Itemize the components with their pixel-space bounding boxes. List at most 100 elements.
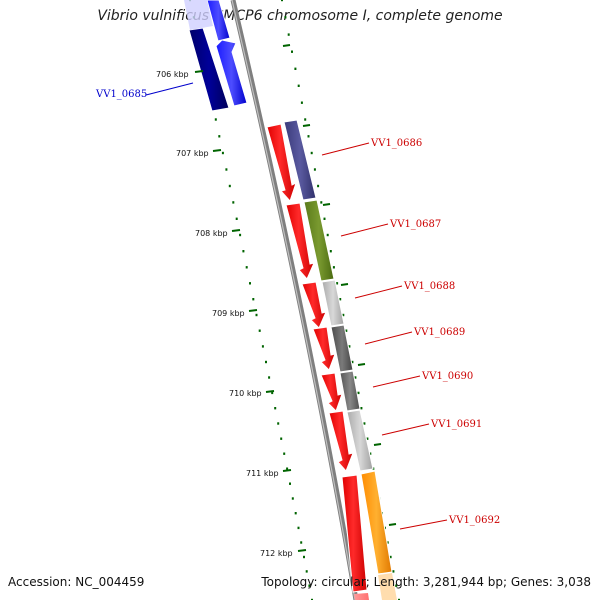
label-vv1-0685[interactable]: VV1_0685: [95, 89, 147, 100]
gene-vv1-0691-arrow[interactable]: [328, 410, 354, 472]
scale-dot: [339, 298, 342, 301]
tick-label-712: 712 kbp: [260, 549, 293, 558]
tick-label-708: 708 kbp: [195, 229, 228, 238]
gene-vv1-0692-arrow[interactable]: [341, 474, 368, 593]
scale-dot: [351, 360, 354, 364]
scale-dot: [366, 437, 369, 440]
scale-dot: [336, 282, 339, 285]
leader-vv1-0687: [340, 223, 389, 237]
leader-vv1-0685: [145, 82, 194, 96]
gene-vv1-0685-group[interactable]: [184, 0, 248, 112]
scale-dash: [373, 443, 382, 446]
scale-ticks: 706 kbp 707 kbp 708 kbp 709 kbp 710 kbp …: [156, 70, 307, 558]
scale-dot: [317, 184, 320, 188]
scale-dot: [277, 422, 280, 425]
scale-dot: [235, 217, 238, 220]
tick-710: [265, 390, 275, 393]
scale-dot: [332, 266, 335, 269]
label-vv1-0686[interactable]: VV1_0686: [370, 138, 422, 149]
scale-dot: [280, 437, 283, 440]
label-vv1-0690[interactable]: VV1_0690: [421, 371, 473, 382]
scale-dot: [274, 407, 277, 410]
scale-dot: [395, 584, 398, 587]
cog-vv1-0692[interactable]: [360, 470, 393, 575]
tick-label-707: 707 kbp: [176, 149, 209, 158]
scale-dot: [294, 512, 297, 515]
forward-genes[interactable]: [266, 123, 369, 600]
scale-dot: [323, 217, 326, 220]
cog-vv1-0691[interactable]: [346, 409, 374, 472]
gene-labels[interactable]: VV1_0685 VV1_0686 VV1_0687 VV1_0688 VV1_…: [95, 82, 500, 530]
cog-vv1-0687[interactable]: [303, 199, 335, 282]
scale-dot: [389, 555, 392, 559]
scale-dot: [300, 101, 303, 104]
scale-dot: [363, 422, 366, 425]
scale-dot: [225, 168, 228, 171]
cog-vv1-0692-faded: [378, 573, 397, 600]
gene-vv1-0687-arrow[interactable]: [285, 202, 315, 280]
tick-707: [212, 149, 222, 152]
leader-vv1-0686: [321, 142, 370, 156]
cog-vv1-0690[interactable]: [339, 370, 361, 412]
scale-dot: [255, 313, 258, 317]
cog-segments[interactable]: [283, 119, 397, 600]
scale-dot: [297, 84, 300, 87]
scale-dot: [221, 151, 224, 155]
leader-vv1-0691: [381, 423, 430, 436]
scale-dot: [369, 452, 372, 455]
gene-vv1-0685-segment-a[interactable]: [206, 0, 231, 42]
tick-label-709: 709 kbp: [212, 309, 245, 318]
scale-dash: [322, 203, 331, 206]
scale-dot: [392, 570, 395, 573]
scale-dot: [286, 467, 289, 470]
cog-vv1-0688[interactable]: [321, 279, 345, 327]
gene-vv1-0685-cog-segment[interactable]: [188, 27, 230, 112]
scale-dot: [386, 541, 389, 544]
scale-dot: [218, 135, 221, 138]
accession-text: Accession: NC_004459: [8, 575, 145, 589]
scale-dot: [252, 298, 255, 301]
genome-summary-text: Topology: circular; Length: 3,281,944 bp…: [261, 575, 591, 589]
scale-dot: [281, 0, 283, 2]
tick-708: [231, 229, 241, 232]
gene-vv1-0689-arrow[interactable]: [312, 326, 336, 371]
scale-dot: [348, 345, 351, 348]
gene-next-arrow: [354, 593, 369, 600]
scale-dot: [326, 233, 329, 237]
scale-dot: [310, 151, 313, 155]
label-vv1-0689[interactable]: VV1_0689: [413, 327, 465, 338]
label-vv1-0692[interactable]: VV1_0692: [448, 515, 500, 526]
scale-dot: [245, 266, 248, 269]
scale-dot: [304, 118, 307, 121]
gene-vv1-0685-faded: [184, 0, 213, 30]
scale-dot: [303, 555, 305, 559]
scale-dot: [283, 452, 286, 455]
scale-dot: [398, 598, 400, 600]
scale-dot: [242, 250, 245, 253]
tick-711: [282, 469, 292, 472]
scale-dot: [239, 233, 242, 237]
scale-dash: [302, 124, 311, 127]
label-vv1-0691[interactable]: VV1_0691: [430, 419, 482, 430]
scale-dot: [297, 526, 300, 530]
scale-dot: [291, 497, 294, 500]
scale-dash: [282, 44, 291, 47]
scale-dot: [329, 250, 332, 253]
gene-vv1-0685-arrow[interactable]: [215, 39, 248, 107]
scale-dot: [214, 118, 217, 121]
gene-vv1-0690-arrow[interactable]: [320, 372, 343, 412]
genome-backbone-highlight: [231, 0, 356, 600]
scale-dot: [291, 50, 293, 53]
scale-dot: [271, 391, 274, 395]
tick-712: [297, 549, 307, 552]
scale-dot: [232, 201, 235, 204]
cog-vv1-0686[interactable]: [283, 119, 317, 201]
scale-dot: [307, 135, 310, 138]
label-vv1-0687[interactable]: VV1_0687: [389, 219, 441, 230]
cog-vv1-0689[interactable]: [330, 324, 354, 373]
gene-vv1-0688-arrow[interactable]: [301, 281, 327, 329]
label-vv1-0688[interactable]: VV1_0688: [403, 281, 455, 292]
gene-vv1-0686-arrow[interactable]: [266, 123, 297, 202]
scale-dot: [265, 360, 267, 364]
